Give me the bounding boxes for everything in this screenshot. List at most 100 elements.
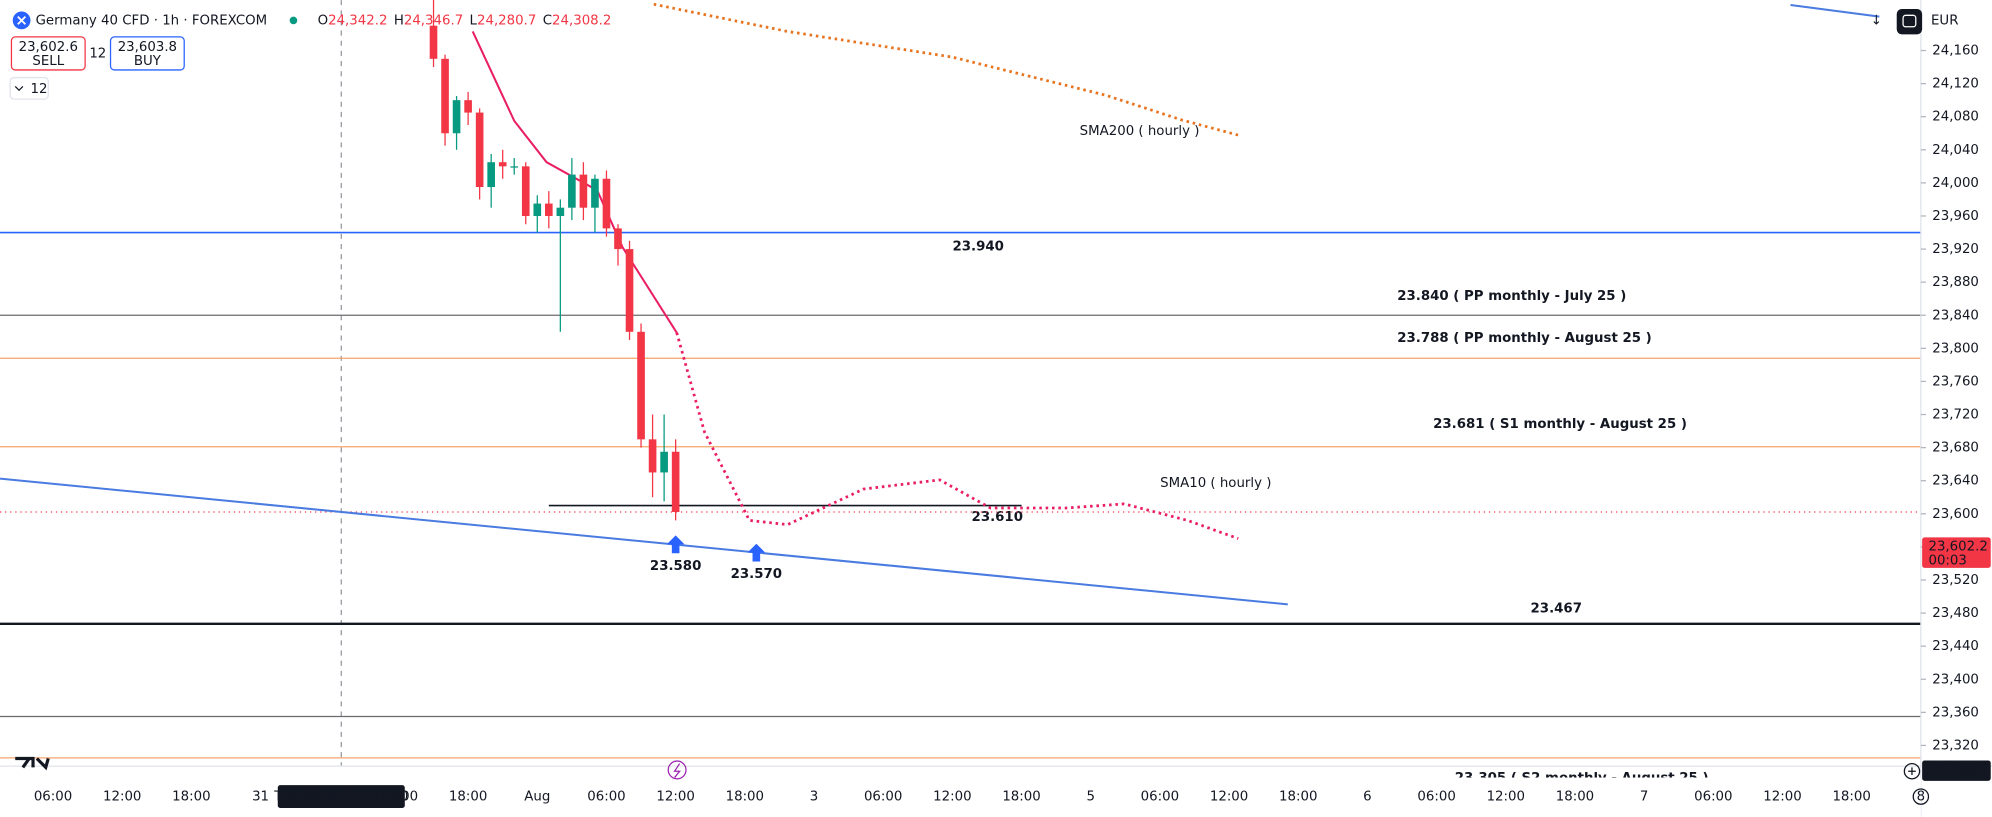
candle-body <box>591 178 599 208</box>
y-tick-label: 23,960 <box>1932 209 1979 224</box>
y-tick-label: 23,480 <box>1932 606 1979 621</box>
tradingview-logo[interactable] <box>15 756 50 771</box>
candle-body <box>545 203 553 216</box>
sell-button[interactable] <box>10 36 86 71</box>
y-tick-label: 23,400 <box>1932 672 1979 687</box>
candle-body <box>487 162 495 188</box>
level-label: 23.840 ( PP monthly - July 25 ) <box>1397 289 1626 304</box>
level-label: 23.788 ( PP monthly - August 25 ) <box>1397 331 1652 346</box>
dropdown-caret[interactable] <box>14 86 24 92</box>
ohlc-value: 24,308.2 <box>552 13 611 28</box>
header: Germany 40 CFD · 1h · FOREXCOM 23,602.6 … <box>9 8 1958 805</box>
candle-body <box>510 166 519 168</box>
countdown-label: 00:03 <box>1928 553 1966 568</box>
y-tick-label: 23,800 <box>1932 341 1979 356</box>
line-label: SMA10 ( hourly ) <box>1160 476 1271 491</box>
y-tick-label: 24,000 <box>1932 176 1979 191</box>
y-tick-label: 23,720 <box>1932 408 1979 423</box>
candle-body <box>533 203 542 216</box>
x-tick-label: 18:00 <box>1556 790 1594 805</box>
sell-label[interactable]: SELL <box>32 54 64 69</box>
x-tick-label: 06:00 <box>587 790 625 805</box>
x-tick-label: 5 <box>1086 790 1094 805</box>
y-tick-label: 23,840 <box>1932 308 1979 323</box>
x-tick-label: 18:00 <box>172 790 210 805</box>
x-tick-label: 12:00 <box>103 790 141 805</box>
y-tick-label: 23,360 <box>1932 705 1979 720</box>
scroll-down-button[interactable]: ↓ <box>1871 13 1882 28</box>
last-price-label: 23,602.2 <box>1928 539 1987 554</box>
y-tick-label: 23,880 <box>1932 275 1979 290</box>
y-tick-label: 24,040 <box>1932 143 1979 158</box>
ohlc-key: C <box>543 13 552 28</box>
ohlc-key: L <box>470 13 478 28</box>
x-tick-label: 12:00 <box>1487 790 1525 805</box>
y-tick-label: 23,440 <box>1932 639 1979 654</box>
y-tick-label: 23,600 <box>1932 507 1979 522</box>
add-icon[interactable] <box>1908 767 1916 776</box>
x-tick-label: 3 <box>810 790 818 805</box>
y-tick-label: 23,640 <box>1932 474 1979 489</box>
candle-body <box>475 112 484 188</box>
x-tick-label: 06:00 <box>864 790 902 805</box>
ohlc-readout: O24,342.2 H24,346.7 L24,280.7 C24,308.2 <box>318 13 612 28</box>
marker-arrow <box>666 535 685 554</box>
line-series <box>1790 4 1880 18</box>
y-tick-label: 23,760 <box>1932 374 1979 389</box>
candle-body <box>498 162 507 167</box>
candle-body <box>671 451 680 512</box>
y-tick-label: 24,080 <box>1932 110 1979 125</box>
x-tick-label: 18:00 <box>726 790 764 805</box>
axes: 23,32023,36023,40023,44023,48023,52023,5… <box>0 44 1991 817</box>
crosshair-price-label: 23,289.5 <box>1928 764 1987 779</box>
x-tick-label: 12:00 <box>933 790 971 805</box>
add-button[interactable] <box>1903 762 1921 780</box>
symbol-icon-mark <box>17 15 27 25</box>
x-tick-label: 6 <box>1363 790 1371 805</box>
settings-button[interactable] <box>1912 788 1930 805</box>
spread: 12 <box>89 46 106 61</box>
event-icon-bolt[interactable] <box>673 763 681 778</box>
candle-body <box>441 58 449 134</box>
currency[interactable]: EUR <box>1931 13 1958 28</box>
x-tick-label: 18:00 <box>1832 790 1870 805</box>
x-tick-label: 12:00 <box>1763 790 1801 805</box>
x-tick-label: 06:00 <box>34 790 72 805</box>
y-tick-label: 23,320 <box>1932 738 1979 753</box>
interval-dropdown[interactable] <box>9 76 49 100</box>
x-tick-label: 06:00 <box>1694 790 1732 805</box>
event-icon[interactable] <box>667 760 687 780</box>
symbol-title: Germany 40 CFD · 1h · FOREXCOM <box>36 13 268 28</box>
y-tick-label: 23,520 <box>1932 573 1979 588</box>
interval-count[interactable]: 12 <box>30 82 47 97</box>
screenshot-icon[interactable] <box>1902 14 1917 28</box>
candle-body <box>568 174 576 208</box>
screenshot-button[interactable] <box>1896 8 1923 35</box>
level-label: 23.940 <box>952 240 1003 255</box>
candle-body <box>648 439 657 473</box>
y-tick-label: 24,120 <box>1932 77 1979 92</box>
line-series <box>0 477 1288 606</box>
x-tick-label: 18:00 <box>1279 790 1317 805</box>
candle-body <box>660 451 668 473</box>
marker-label: 23.570 <box>731 567 782 582</box>
candle-body <box>625 249 634 332</box>
buy-price[interactable]: 23,603.8 <box>118 40 177 55</box>
candle-body <box>579 174 588 208</box>
sell-price[interactable]: 23,602.6 <box>19 40 78 55</box>
ohlc-key: H <box>394 13 404 28</box>
buy-label[interactable]: BUY <box>134 54 162 69</box>
line-series <box>653 2 1241 138</box>
plot-area: 23.940 23.840 ( PP monthly - July 25 ) 23.… <box>0 0 1921 786</box>
ohlc-value: 24,346.7 <box>404 13 463 28</box>
crosshair-time-label: Thu 31 Jul '25 07:00 <box>273 790 408 805</box>
crosshair-price-box <box>1922 760 1991 781</box>
candle-body <box>602 178 611 229</box>
candle-body <box>521 166 530 216</box>
buy-button[interactable] <box>109 36 185 71</box>
market-status <box>289 16 298 25</box>
line-series <box>675 332 1239 540</box>
